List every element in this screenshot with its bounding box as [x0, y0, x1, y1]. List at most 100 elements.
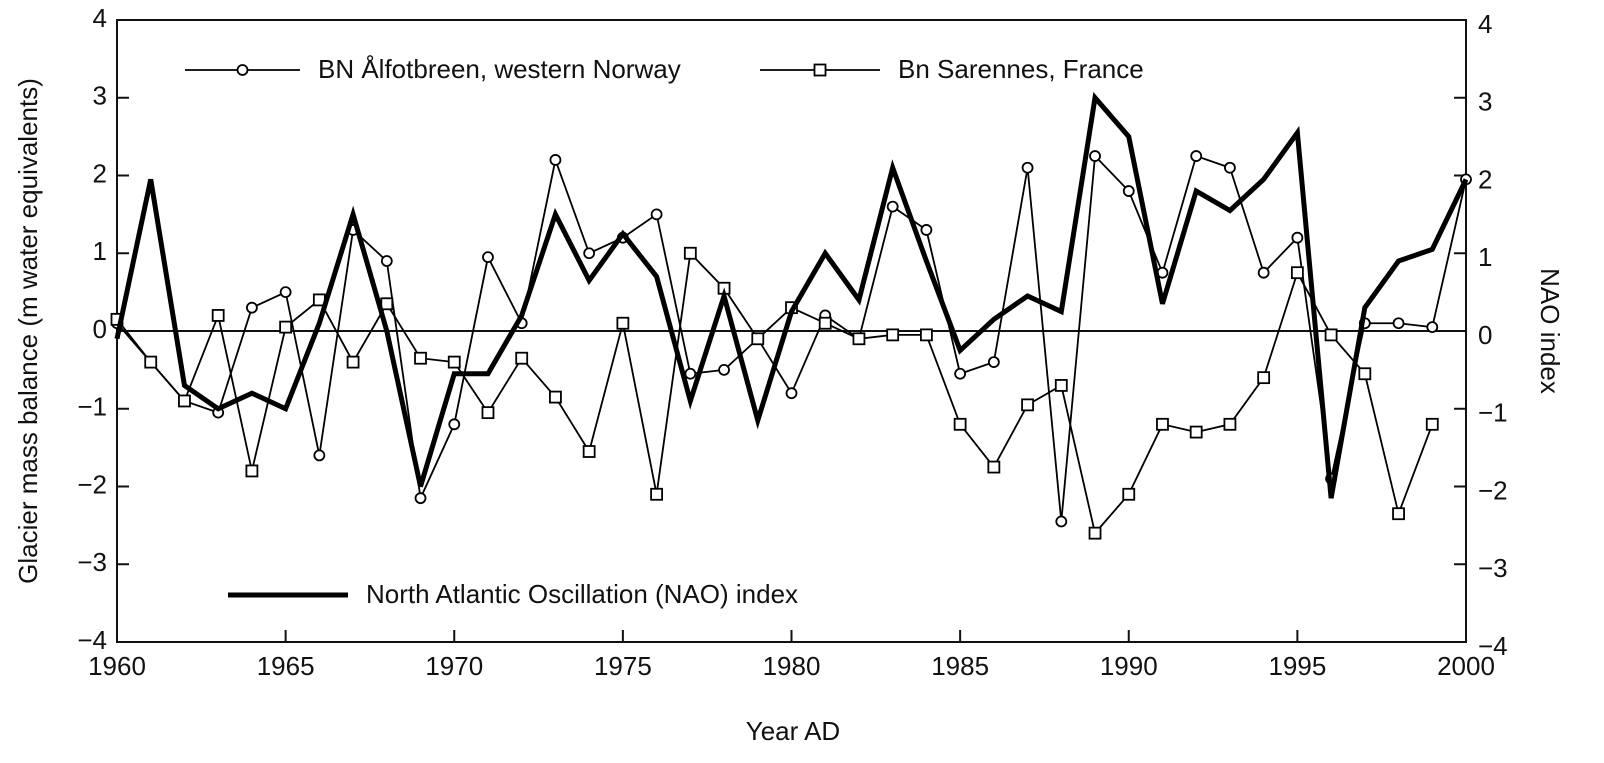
x-tick-label: 1975	[594, 651, 652, 681]
data-point	[1021, 161, 1034, 174]
data-point	[1257, 371, 1271, 385]
data-point	[245, 301, 258, 314]
y2-tick-label: 1	[1478, 242, 1492, 272]
data-point	[245, 464, 259, 478]
data-point	[1122, 185, 1135, 197]
y2-tick-label: 0	[1478, 320, 1492, 350]
data-point	[414, 351, 427, 365]
y-tick-label: 1	[93, 236, 107, 266]
data-point	[1189, 425, 1203, 439]
y2-axis-label: NAO index	[1535, 268, 1565, 394]
x-tick-label: 1985	[931, 651, 989, 681]
y-tick-label: −4	[77, 625, 107, 655]
data-point	[414, 492, 427, 505]
data-point	[380, 255, 393, 267]
data-point	[751, 332, 765, 346]
data-point	[380, 297, 394, 311]
legend-label: BN Ålfotbreen, western Norway	[318, 54, 681, 84]
data-point	[1392, 507, 1405, 521]
y2-tick-label: 2	[1478, 164, 1492, 194]
x-tick-label: 2000	[1437, 651, 1495, 681]
data-point	[313, 449, 326, 462]
data-point	[718, 363, 730, 376]
legend-label: Bn Sarennes, France	[898, 54, 1144, 84]
data-point	[1290, 266, 1304, 280]
data-point	[515, 351, 529, 365]
y-tick-label: −3	[77, 547, 107, 577]
y-tick-label: 2	[93, 158, 107, 188]
y-tick-label: 4	[93, 3, 107, 33]
series-line	[116, 251, 1434, 536]
legend-label: North Atlantic Oscillation (NAO) index	[366, 579, 798, 609]
data-point	[346, 355, 360, 369]
x-axis-label: Year AD	[746, 716, 840, 746]
y2-tick-label: −1	[1478, 398, 1508, 428]
x-tick-label: 1970	[425, 651, 483, 681]
data-point	[1021, 398, 1034, 412]
data-point	[481, 406, 495, 420]
data-point	[920, 224, 933, 236]
data-point	[447, 355, 461, 369]
data-point	[1425, 417, 1439, 431]
data-point	[1358, 367, 1372, 381]
data-point	[1156, 417, 1169, 431]
data-point	[1392, 317, 1405, 330]
data-point	[785, 387, 798, 400]
data-point	[482, 251, 494, 264]
legend-marker	[813, 63, 827, 77]
data-point	[683, 246, 697, 260]
y2-tick-label: 4	[1478, 9, 1492, 39]
y-tick-label: −1	[77, 392, 107, 422]
data-point	[144, 355, 158, 369]
y-axis-label: Glacier mass balance (m water equivalent…	[13, 78, 43, 584]
y2-tick-label: −2	[1478, 475, 1508, 505]
data-point	[987, 460, 1001, 474]
data-point	[549, 390, 562, 404]
data-point	[211, 309, 225, 322]
data-point	[1054, 379, 1068, 392]
data-point	[1055, 515, 1068, 528]
data-point	[616, 316, 630, 330]
data-point	[583, 247, 596, 260]
data-point	[1291, 231, 1304, 244]
data-point	[448, 418, 461, 431]
y-tick-label: −2	[77, 469, 107, 499]
data-point	[1089, 150, 1101, 162]
x-tick-label: 1980	[763, 651, 821, 681]
data-point	[650, 208, 663, 221]
data-point	[953, 417, 967, 431]
data-point	[954, 367, 967, 380]
y2-tick-label: −4	[1478, 631, 1508, 661]
data-point	[852, 332, 866, 346]
data-point	[279, 286, 292, 299]
data-point	[279, 320, 293, 334]
y2-tick-label: 3	[1478, 87, 1492, 117]
data-point	[1088, 526, 1102, 540]
data-point	[650, 487, 663, 501]
data-point	[818, 316, 832, 330]
legend-marker	[236, 64, 249, 76]
x-tick-label: 1965	[257, 651, 315, 681]
data-point	[1190, 150, 1203, 162]
data-point	[1223, 417, 1237, 431]
data-point	[684, 367, 697, 380]
data-point	[1257, 266, 1270, 279]
series-line	[116, 154, 1467, 522]
data-point	[987, 356, 1000, 369]
data-point	[1324, 328, 1338, 342]
data-point	[582, 445, 596, 458]
data-point	[1224, 161, 1236, 174]
y-tick-label: 3	[93, 81, 107, 111]
x-tick-label: 1995	[1268, 651, 1326, 681]
x-tick-label: 1960	[88, 651, 146, 681]
series-line	[114, 92, 1469, 499]
y2-tick-label: −3	[1478, 553, 1508, 583]
data-point	[886, 200, 899, 213]
y-tick-label: 0	[93, 314, 107, 344]
data-point	[549, 154, 562, 166]
data-point	[1426, 321, 1439, 334]
data-point	[920, 328, 933, 342]
data-point	[178, 394, 191, 408]
x-tick-label: 1990	[1100, 651, 1158, 681]
